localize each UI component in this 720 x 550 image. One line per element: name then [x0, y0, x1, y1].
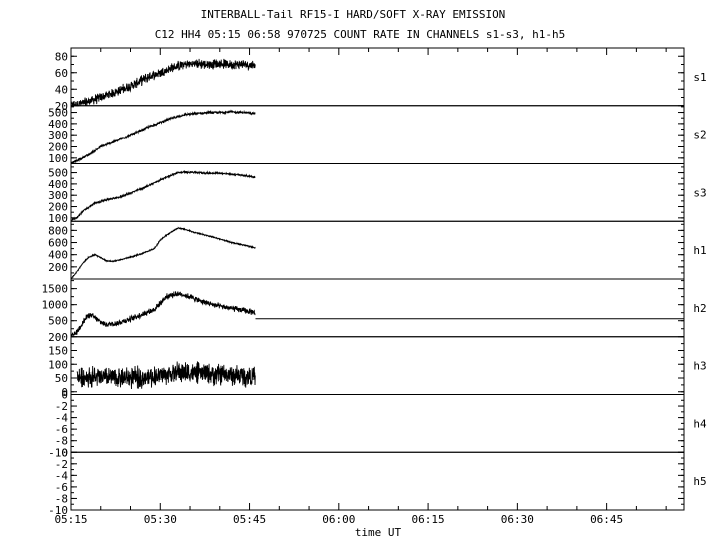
y-tick-label-h3: 150 — [48, 345, 68, 358]
y-tick-label-h1: 200 — [48, 261, 68, 274]
series-line-h2 — [70, 291, 256, 337]
x-tick-label: 05:45 — [233, 513, 266, 526]
y-tick-label-h4: -8 — [55, 435, 68, 448]
y-tick-label-s3: 500 — [48, 167, 68, 180]
y-tick-label-h1: 600 — [48, 237, 68, 250]
panel-frame-h5 — [70, 451, 685, 511]
y-tick-label-h5: -10 — [48, 504, 68, 517]
panel-frame-s3 — [70, 163, 685, 222]
panel-frame-h4 — [70, 394, 685, 453]
panel-frame-h2 — [70, 278, 685, 338]
x-tick-label: 05:30 — [144, 513, 177, 526]
panel-label-h2: h2 — [693, 302, 706, 315]
y-tick-label-s2: 100 — [48, 152, 68, 165]
x-tick-label: 05:15 — [54, 513, 87, 526]
y-tick-label-s3: 100 — [48, 212, 68, 225]
y-tick-label-s2: 400 — [48, 118, 68, 131]
y-tick-label-h2: 1500 — [42, 283, 69, 296]
y-tick-label-h4: -6 — [55, 423, 68, 436]
y-tick-label-s3: 300 — [48, 189, 68, 202]
y-tick-label-s3: 200 — [48, 201, 68, 214]
y-tick-label-s2: 200 — [48, 141, 68, 154]
y-tick-label-s1: 20 — [55, 100, 68, 113]
y-tick-label-h3: 0 — [61, 386, 68, 399]
y-tick-label-s2: 500 — [48, 107, 68, 120]
x-tick-label: 06:00 — [322, 513, 355, 526]
y-tick-label-h3: 200 — [48, 331, 68, 344]
y-tick-label-s2: 300 — [48, 129, 68, 142]
panel-label-s2: s2 — [693, 129, 706, 142]
y-tick-label-h5: -6 — [55, 481, 68, 494]
panel-frame-h1 — [70, 220, 685, 280]
y-tick-label-s1: 60 — [55, 67, 68, 80]
panel-label-s3: s3 — [693, 186, 706, 199]
y-tick-label-h2: 500 — [48, 315, 68, 328]
panel-frame-h3 — [70, 336, 685, 395]
x-tick-label: 06:30 — [501, 513, 534, 526]
series-line-h3 — [76, 361, 256, 390]
y-tick-label-h4: -2 — [55, 400, 68, 413]
x-tick-label: 06:15 — [412, 513, 445, 526]
y-tick-label-h4: -10 — [48, 446, 68, 459]
y-tick-label-s3: 400 — [48, 178, 68, 191]
y-tick-label-h4: 0 — [61, 389, 68, 402]
series-line-s1 — [70, 58, 256, 107]
series-line-h1 — [70, 226, 256, 280]
panel-label-h3: h3 — [693, 360, 706, 373]
y-tick-label-h1: 800 — [48, 224, 68, 237]
y-tick-label-h4: -4 — [55, 412, 69, 425]
y-tick-label-s1: 40 — [55, 83, 68, 96]
x-axis-label: time UT — [355, 526, 402, 539]
series-line-s3 — [70, 169, 256, 222]
y-tick-label-h5: -4 — [55, 469, 69, 482]
plot-area: 20406080s1100200300400500s21002003004005… — [42, 47, 707, 526]
series-line-s2 — [70, 109, 256, 164]
y-tick-label-s1: 80 — [55, 50, 68, 63]
y-tick-label-h1: 400 — [48, 249, 68, 262]
panel-label-h1: h1 — [693, 244, 706, 257]
panel-frame-s2 — [70, 105, 685, 164]
y-tick-label-h3: 100 — [48, 358, 68, 371]
y-tick-label-h2: 1000 — [42, 299, 69, 312]
panel-label-h4: h4 — [693, 417, 707, 430]
y-tick-label-h5: 0 — [61, 446, 68, 459]
chart-title: INTERBALL-Tail RF15-I HARD/SOFT X-RAY EM… — [201, 8, 506, 21]
chart-subtitle: C12 HH4 05:15 06:58 970725 COUNT RATE IN… — [155, 28, 566, 41]
panel-label-h5: h5 — [693, 475, 706, 488]
y-tick-label-h5: -2 — [55, 458, 68, 471]
panel-frame-s1 — [70, 47, 685, 107]
panel-label-s1: s1 — [693, 71, 706, 84]
y-tick-label-h5: -8 — [55, 492, 68, 505]
y-tick-label-h3: 50 — [55, 372, 68, 385]
x-tick-label: 06:45 — [590, 513, 623, 526]
